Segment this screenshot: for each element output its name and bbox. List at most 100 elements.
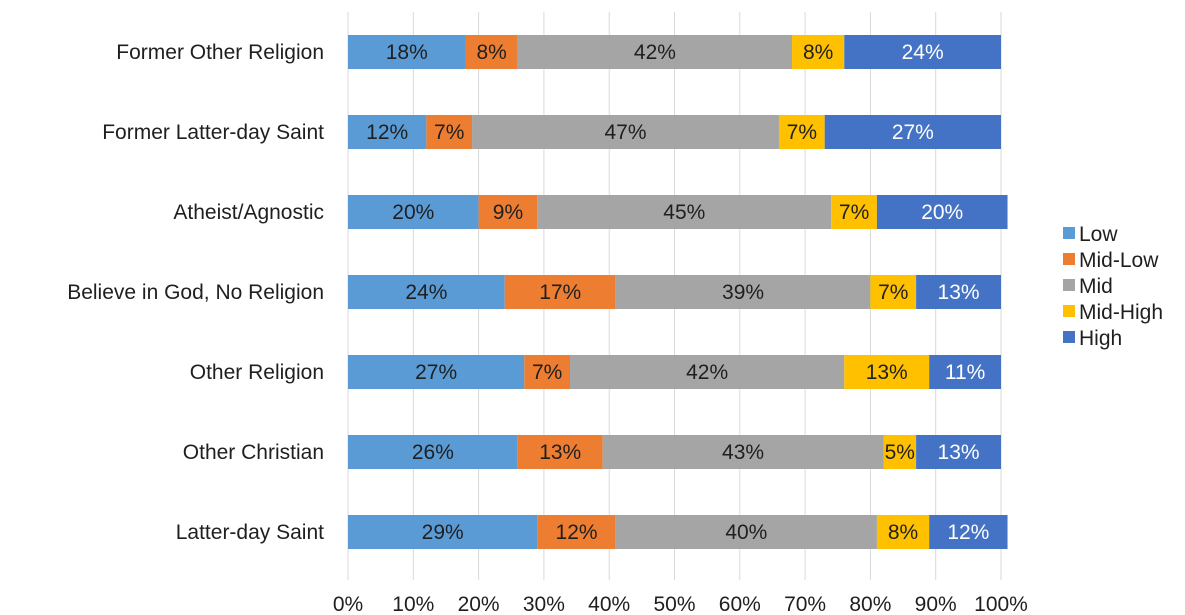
bar-segment-mid-low xyxy=(504,275,616,309)
category-label: Atheist/Agnostic xyxy=(173,201,324,224)
data-labels: 18% 8% 42% 8% 24% 12% 7% 47% 7% 27% 20% 9% 45% 7% 20% 2… xyxy=(366,41,989,544)
x-tick-label: 60% xyxy=(719,593,761,615)
data-label: 43% xyxy=(722,441,764,464)
data-label: 24% xyxy=(405,281,447,304)
bar-segment-mid-high xyxy=(831,195,877,229)
x-tick-label: 40% xyxy=(588,593,630,615)
bar-segment-mid-low xyxy=(524,355,571,389)
bar-segment-low xyxy=(348,355,525,389)
bar-segment-mid-high xyxy=(876,515,930,549)
x-tick-label: 90% xyxy=(915,593,957,615)
category-label: Latter-day Saint xyxy=(176,521,324,544)
data-label: 13% xyxy=(938,441,980,464)
bar-segment-low xyxy=(348,35,466,69)
x-tick-label: 10% xyxy=(392,593,434,615)
x-tick-label: 30% xyxy=(523,593,565,615)
category-label: Believe in God, No Religion xyxy=(67,281,324,304)
data-label: 12% xyxy=(366,121,408,144)
legend-label: High xyxy=(1079,327,1122,350)
category-label: Former Other Religion xyxy=(116,41,324,64)
legend-label: Mid-High xyxy=(1079,301,1163,324)
x-tick-label: 0% xyxy=(333,593,363,615)
x-tick-label: 80% xyxy=(849,593,891,615)
bar-segment-mid-high xyxy=(844,355,930,389)
data-label: 40% xyxy=(725,521,767,544)
legend-label: Mid-Low xyxy=(1079,249,1159,272)
data-label: 45% xyxy=(663,201,705,224)
data-label: 11% xyxy=(945,361,985,384)
legend-swatch xyxy=(1063,331,1075,343)
bar-segment-mid xyxy=(517,35,793,69)
data-label: 20% xyxy=(392,201,434,224)
data-label: 39% xyxy=(722,281,764,304)
legend-swatch xyxy=(1063,227,1075,239)
data-label: 17% xyxy=(539,281,581,304)
data-label: 8% xyxy=(888,521,918,544)
data-label: 7% xyxy=(434,121,464,144)
data-label: 47% xyxy=(605,121,647,144)
bar-segment-mid-high xyxy=(792,35,845,69)
bar-segment-high xyxy=(929,355,1001,389)
data-label: 7% xyxy=(532,361,562,384)
data-label: 7% xyxy=(878,281,908,304)
x-tick-label: 100% xyxy=(974,593,1028,615)
bar-segment-mid xyxy=(570,355,845,389)
bar-segment-high xyxy=(876,195,1008,229)
bar-segment-mid-low xyxy=(517,435,603,469)
category-label: Former Latter-day Saint xyxy=(102,121,324,144)
bar-segment-mid-high xyxy=(883,435,917,469)
legend-swatch xyxy=(1063,305,1075,317)
bar-segment-high xyxy=(916,435,1001,469)
data-label: 26% xyxy=(412,441,454,464)
legend-label: Low xyxy=(1079,223,1118,246)
data-label: 13% xyxy=(866,361,908,384)
x-tick-label: 50% xyxy=(653,593,695,615)
legend-swatch xyxy=(1063,279,1075,291)
legend: Low Mid-Low Mid Mid-High High xyxy=(1063,223,1163,350)
bar-segment-mid-high xyxy=(870,275,917,309)
bar-segment-low xyxy=(348,275,505,309)
x-tick-label: 20% xyxy=(458,593,500,615)
bar-segment-high xyxy=(824,115,1001,149)
data-label: 9% xyxy=(493,201,523,224)
bar-segment-high xyxy=(916,275,1001,309)
bar-segment-mid-high xyxy=(778,115,825,149)
data-label: 42% xyxy=(634,41,676,64)
data-label: 27% xyxy=(415,361,457,384)
data-label: 42% xyxy=(686,361,728,384)
value-axis: 0% 10% 20% 30% 40% 50% 60% 70% 80% 90% 100% xyxy=(333,593,1028,615)
bar-segment-mid-low xyxy=(465,35,518,69)
data-label: 27% xyxy=(892,121,934,144)
legend-label: Mid xyxy=(1079,275,1113,298)
data-label: 24% xyxy=(902,41,944,64)
data-label: 18% xyxy=(386,41,428,64)
bar-segment-low xyxy=(348,195,479,229)
data-label: 7% xyxy=(839,201,869,224)
data-label: 12% xyxy=(947,521,989,544)
category-label: Other Religion xyxy=(190,361,324,384)
bar-segment-high xyxy=(929,515,1008,549)
data-label: 20% xyxy=(921,201,963,224)
data-label: 29% xyxy=(422,521,464,544)
data-label: 13% xyxy=(938,281,980,304)
data-label: 8% xyxy=(476,41,506,64)
bar-segment-mid xyxy=(472,115,779,149)
data-label: 5% xyxy=(885,441,915,464)
category-axis: Former Other Religion Former Latter-day S… xyxy=(67,41,324,544)
bar-segment-low xyxy=(348,435,518,469)
bar-segment-mid-low xyxy=(426,115,473,149)
x-tick-label: 70% xyxy=(784,593,826,615)
bar-segment-mid-low xyxy=(478,195,538,229)
legend-swatch xyxy=(1063,253,1075,265)
bar-segment-mid xyxy=(615,515,877,549)
bars xyxy=(348,35,1008,549)
data-label: 7% xyxy=(787,121,817,144)
bar-segment-high xyxy=(844,35,1001,69)
bar-segment-mid xyxy=(537,195,832,229)
bar-segment-low xyxy=(348,115,427,149)
bar-segment-mid-low xyxy=(537,515,616,549)
bar-segment-low xyxy=(348,515,538,549)
category-label: Other Christian xyxy=(183,441,324,464)
bar-segment-mid xyxy=(602,435,884,469)
